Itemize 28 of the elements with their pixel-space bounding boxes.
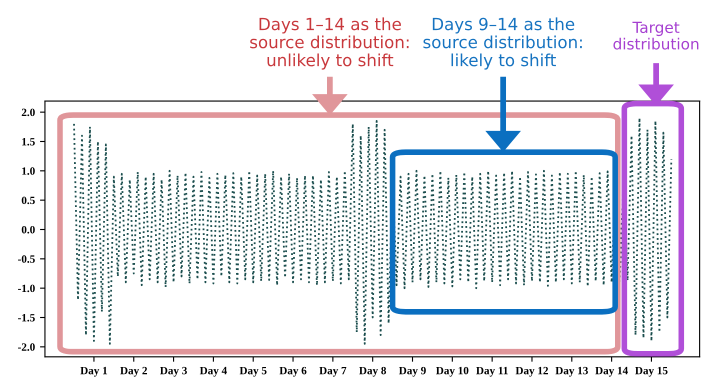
x-tick-label: Day 3 [160, 366, 187, 377]
x-tick-label: Day 6 [280, 366, 306, 377]
x-tick-label: Day 10 [436, 366, 468, 377]
y-tick-label: 0.0 [22, 226, 35, 234]
text: Target distribution [613, 22, 698, 50]
y-tick-label: -0.5 [18, 255, 35, 263]
text: Days 9–14 as the source distribution: likely to shift [423, 17, 582, 70]
y-tick-label: 2.0 [22, 108, 35, 116]
x-tick-label: Day 5 [240, 366, 267, 377]
x-tick-label: Day 8 [359, 366, 386, 377]
text: Days 1–14 as the source distribution: unlikely to shift [250, 17, 409, 70]
y-tick-label: -1.5 [18, 314, 35, 322]
y-tick-label: 1.5 [22, 138, 35, 146]
x-tick-label: Day 11 [476, 366, 508, 377]
y-tick-label: -1.0 [18, 284, 35, 292]
x-tick-label: Day 2 [120, 366, 148, 377]
y-tick-label: -2.0 [18, 343, 35, 351]
x-tick-label: Day 12 [516, 366, 548, 377]
x-tick-label: Day 9 [398, 366, 426, 377]
x-tick-label: Day 1 [80, 366, 108, 377]
y-tick-label: 1.0 [22, 167, 35, 175]
x-tick-label: Day 14 [595, 366, 628, 377]
y-tick-label: 0.5 [22, 196, 35, 204]
x-tick-label: Day 4 [200, 366, 227, 377]
x-tick-label: Day 13 [555, 366, 588, 377]
x-tick-label: Day 15 [635, 366, 668, 377]
line-series [73, 117, 672, 345]
x-tick-label: Day 7 [319, 366, 346, 377]
